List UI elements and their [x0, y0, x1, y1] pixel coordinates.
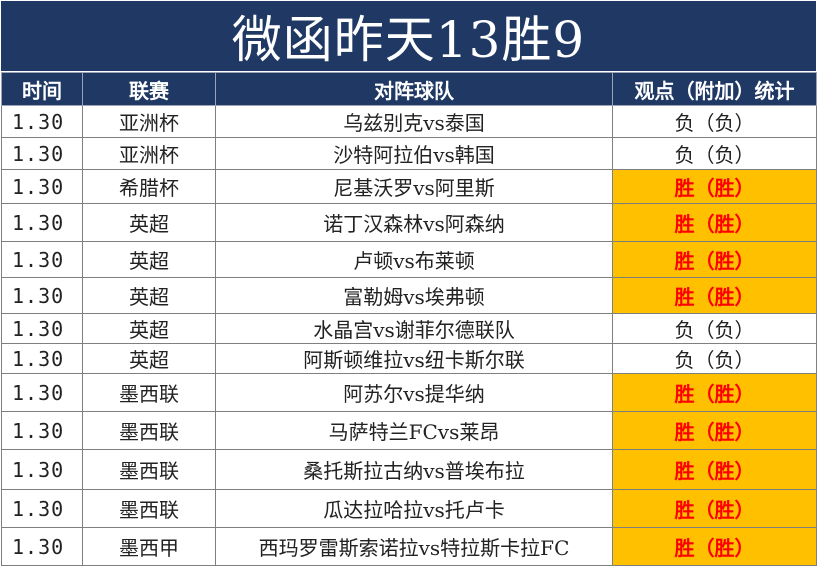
cell-match: 阿苏尔vs提华纳 [215, 373, 613, 412]
cell-date: 1.30 [1, 105, 83, 138]
cell-league: 英超 [82, 241, 216, 278]
cell-match: 阿斯顿维拉vs纽卡斯尔联 [215, 343, 613, 374]
cell-league: 墨西联 [82, 449, 216, 490]
cell-date: 1.30 [1, 343, 83, 374]
cell-match: 诺丁汉森林vs阿森纳 [215, 203, 613, 242]
cell-match: 瓜达拉哈拉vs托卢卡 [215, 489, 613, 528]
cell-league: 墨西联 [82, 489, 216, 528]
cell-date: 1.30 [1, 489, 83, 528]
cell-league: 英超 [82, 203, 216, 242]
cell-result: 胜（胜） [612, 277, 817, 314]
cell-match: 沙特阿拉伯vs韩国 [215, 137, 613, 170]
cell-date: 1.30 [1, 137, 83, 170]
table-row: 1.30 亚洲杯 沙特阿拉伯vs韩国 负（负） [1, 137, 817, 170]
cell-result: 胜（胜） [612, 449, 817, 490]
cell-league: 墨西甲 [82, 527, 216, 566]
cell-date: 1.30 [1, 277, 83, 314]
cell-result: 胜（胜） [612, 411, 817, 450]
page-title: 微函昨天13胜9 [1, 1, 816, 71]
table-row: 1.30 墨西甲 西玛罗雷斯索诺拉vs特拉斯卡拉FC 胜（胜） [1, 527, 817, 566]
table-row: 1.30 墨西联 桑托斯拉古纳vs普埃布拉 胜（胜） [1, 449, 817, 490]
cell-league: 墨西联 [82, 411, 216, 450]
cell-result: 胜（胜） [612, 241, 817, 278]
header-time: 时间 [1, 72, 83, 106]
table-row: 1.30 墨西联 瓜达拉哈拉vs托卢卡 胜（胜） [1, 489, 817, 528]
cell-result: 负（负） [612, 137, 817, 170]
cell-match: 富勒姆vs埃弗顿 [215, 277, 613, 314]
table-row: 1.30 墨西联 马萨特兰FCvs莱昂 胜（胜） [1, 411, 817, 450]
table-row: 1.30 英超 卢顿vs布莱顿 胜（胜） [1, 241, 817, 278]
cell-match: 桑托斯拉古纳vs普埃布拉 [215, 449, 613, 490]
header-league: 联赛 [82, 72, 216, 106]
header-row: 时间 联赛 对阵球队 观点（附加）统计 [1, 72, 817, 106]
cell-league: 希腊杯 [82, 169, 216, 204]
cell-result: 负（负） [612, 343, 817, 374]
cell-result: 胜（胜） [612, 373, 817, 412]
table-row: 1.30 英超 富勒姆vs埃弗顿 胜（胜） [1, 277, 817, 314]
cell-league: 亚洲杯 [82, 105, 216, 138]
table-row: 1.30 英超 水晶宫vs谢菲尔德联队 负（负） [1, 313, 817, 344]
cell-date: 1.30 [1, 203, 83, 242]
cell-result: 负（负） [612, 313, 817, 344]
cell-league: 亚洲杯 [82, 137, 216, 170]
cell-match: 水晶宫vs谢菲尔德联队 [215, 313, 613, 344]
header-match: 对阵球队 [215, 72, 613, 106]
cell-league: 英超 [82, 277, 216, 314]
cell-result: 胜（胜） [612, 527, 817, 566]
table-row: 1.30 墨西联 阿苏尔vs提华纳 胜（胜） [1, 373, 817, 412]
table-row: 1.30 希腊杯 尼基沃罗vs阿里斯 胜（胜） [1, 169, 817, 204]
cell-date: 1.30 [1, 169, 83, 204]
cell-match: 马萨特兰FCvs莱昂 [215, 411, 613, 450]
header-view: 观点（附加）统计 [612, 72, 817, 106]
cell-match: 尼基沃罗vs阿里斯 [215, 169, 613, 204]
cell-league: 墨西联 [82, 373, 216, 412]
cell-date: 1.30 [1, 449, 83, 490]
table-row: 1.30 英超 阿斯顿维拉vs纽卡斯尔联 负（负） [1, 343, 817, 374]
cell-result: 胜（胜） [612, 169, 817, 204]
cell-result: 胜（胜） [612, 203, 817, 242]
cell-result: 负（负） [612, 105, 817, 138]
cell-league: 英超 [82, 343, 216, 374]
cell-date: 1.30 [1, 313, 83, 344]
table-row: 1.30 英超 诺丁汉森林vs阿森纳 胜（胜） [1, 203, 817, 242]
cell-match: 卢顿vs布莱顿 [215, 241, 613, 278]
results-table: 时间 联赛 对阵球队 观点（附加）统计 1.30 亚洲杯 乌兹别克vs泰国 负（… [1, 72, 817, 566]
cell-result: 胜（胜） [612, 489, 817, 528]
cell-league: 英超 [82, 313, 216, 344]
cell-match: 乌兹别克vs泰国 [215, 105, 613, 138]
cell-date: 1.30 [1, 411, 83, 450]
cell-match: 西玛罗雷斯索诺拉vs特拉斯卡拉FC [215, 527, 613, 566]
cell-date: 1.30 [1, 241, 83, 278]
table-row: 1.30 亚洲杯 乌兹别克vs泰国 负（负） [1, 105, 817, 138]
cell-date: 1.30 [1, 373, 83, 412]
cell-date: 1.30 [1, 527, 83, 566]
